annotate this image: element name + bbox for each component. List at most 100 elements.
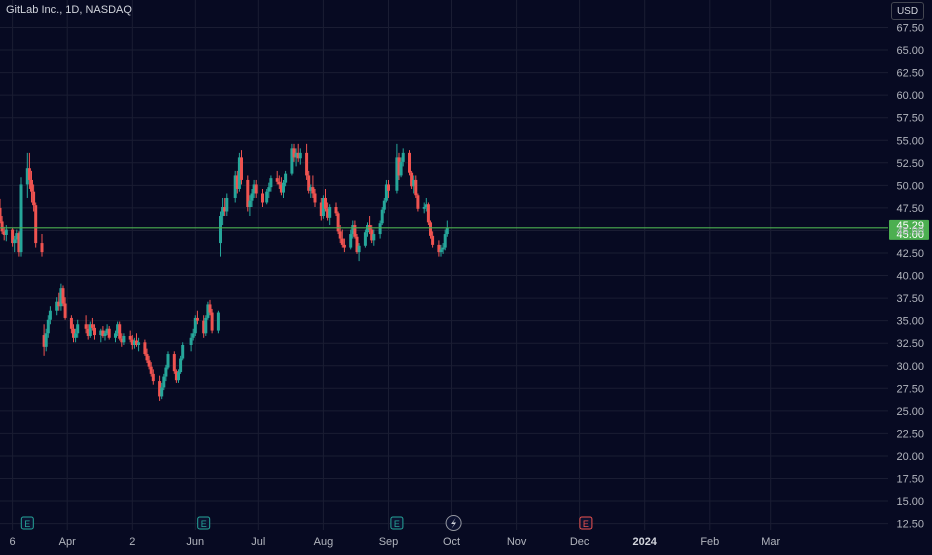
candle[interactable] [40,234,44,257]
candle[interactable] [128,330,132,343]
candle[interactable] [282,179,285,198]
candle[interactable] [294,148,298,167]
candle[interactable] [235,170,239,194]
candle[interactable] [416,193,420,212]
candle[interactable] [19,177,23,257]
candle[interactable] [233,170,237,203]
candle[interactable] [191,328,195,341]
earnings-marker[interactable]: E [390,516,404,530]
candle[interactable] [397,152,401,180]
candle[interactable] [410,170,414,189]
candle[interactable] [93,324,96,340]
candle[interactable] [422,202,426,214]
candle[interactable] [177,369,180,383]
candle[interactable] [252,179,256,198]
candle[interactable] [216,310,220,334]
candle[interactable] [172,351,176,374]
candle[interactable] [328,204,332,226]
candle[interactable] [158,375,162,401]
candle[interactable] [414,175,418,198]
candle[interactable] [237,152,241,192]
earnings-marker[interactable]: E [579,516,593,530]
candle[interactable] [86,324,90,340]
candle[interactable] [88,321,92,338]
candle[interactable] [46,315,50,338]
candle[interactable] [311,175,315,198]
candle[interactable] [208,299,212,316]
candle[interactable] [25,152,29,198]
candle[interactable] [145,348,149,364]
candle[interactable] [118,321,122,341]
candle[interactable] [290,143,294,176]
candle[interactable] [114,330,117,343]
candle[interactable] [250,188,254,207]
candle[interactable] [380,206,384,226]
candle[interactable] [324,188,327,212]
candle[interactable] [441,243,445,254]
candle[interactable] [349,229,353,250]
candle[interactable] [13,235,17,253]
candle[interactable] [445,220,449,237]
candle[interactable] [63,297,67,320]
candle[interactable] [401,148,405,167]
candle[interactable] [296,143,300,162]
candle[interactable] [340,229,344,248]
candle[interactable] [437,240,441,257]
candle[interactable] [284,170,288,187]
candle[interactable] [426,202,430,226]
candle[interactable] [179,355,183,374]
candle[interactable] [219,211,222,257]
candle[interactable] [34,202,38,248]
candle[interactable] [72,324,75,343]
candle[interactable] [305,143,309,180]
candle[interactable] [143,339,147,356]
candle[interactable] [429,220,432,239]
candle[interactable] [11,227,15,247]
lightning-icon[interactable] [445,515,462,531]
candle[interactable] [149,362,153,377]
candle[interactable] [307,170,311,194]
candle[interactable] [55,297,59,316]
candle[interactable] [135,333,138,347]
candle[interactable] [48,306,52,325]
candle[interactable] [206,301,210,320]
candle[interactable] [27,152,31,189]
candle[interactable] [103,330,107,341]
candle[interactable] [443,229,447,251]
candle[interactable] [319,197,323,221]
candle[interactable] [279,177,283,196]
earnings-marker[interactable]: E [20,516,34,530]
candle[interactable] [160,382,164,400]
candle[interactable] [399,157,403,178]
candle[interactable] [313,188,317,207]
candle[interactable] [0,216,4,235]
candle[interactable] [44,328,48,352]
candle[interactable] [120,333,124,347]
candle[interactable] [137,337,141,352]
candle[interactable] [105,324,109,336]
candle[interactable] [298,148,302,165]
candle[interactable] [74,328,78,343]
candle[interactable] [292,143,296,162]
candle[interactable] [193,315,197,336]
candle[interactable] [32,184,36,212]
candle[interactable] [122,333,126,346]
candle[interactable] [275,170,279,185]
candle[interactable] [204,315,208,336]
candle[interactable] [363,229,367,248]
candle[interactable] [408,150,411,176]
candle[interactable] [57,292,61,311]
candle[interactable] [2,226,6,241]
candle[interactable] [166,351,170,370]
candle[interactable] [336,211,340,235]
candle[interactable] [130,335,134,350]
candle[interactable] [353,220,357,239]
price-axis[interactable]: 67.50 65.00 62.50 60.00 57.50 55.00 52.50 50.00… [896,23,924,531]
candle[interactable] [76,319,80,338]
candle[interactable] [181,342,185,361]
candle[interactable] [147,355,151,370]
candle[interactable] [342,238,346,253]
candle[interactable] [355,234,359,254]
